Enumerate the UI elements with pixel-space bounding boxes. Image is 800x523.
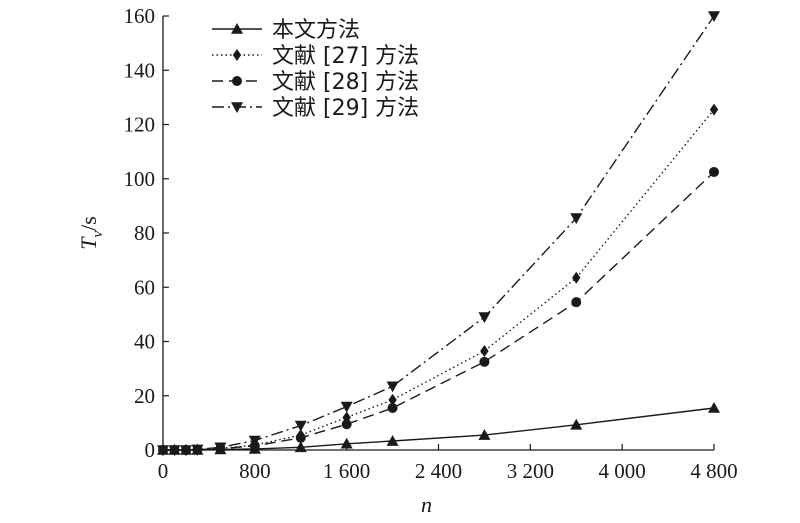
data-point bbox=[386, 435, 399, 446]
data-point bbox=[179, 445, 192, 456]
data-point bbox=[388, 393, 397, 406]
x-tick-label: 2 400 bbox=[415, 459, 462, 483]
legend-label: 文献 [27] 方法 bbox=[272, 44, 419, 69]
data-point bbox=[387, 402, 398, 413]
y-axis-title-main: T bbox=[76, 236, 101, 250]
data-point bbox=[386, 381, 399, 393]
data-point bbox=[295, 432, 306, 443]
data-point bbox=[709, 103, 719, 116]
data-point bbox=[480, 344, 489, 357]
x-tick-label: 4 800 bbox=[690, 459, 737, 483]
y-tick-label: 80 bbox=[134, 221, 155, 245]
series-2 bbox=[158, 103, 719, 456]
legend-entry: 文献 [29] 方法 bbox=[212, 96, 419, 121]
legend-label: 本文方法 bbox=[272, 18, 360, 43]
x-axis-title: n bbox=[421, 492, 432, 517]
data-point bbox=[478, 312, 491, 324]
series-line bbox=[163, 109, 715, 451]
y-axis-title-suffix: /s bbox=[76, 216, 101, 231]
data-point bbox=[572, 271, 581, 284]
legend-label: 文献 [28] 方法 bbox=[272, 70, 419, 95]
data-point bbox=[479, 356, 490, 367]
x-tick-label: 0 bbox=[158, 459, 169, 483]
data-point bbox=[570, 418, 583, 430]
data-point bbox=[570, 213, 583, 225]
data-point bbox=[708, 401, 720, 413]
data-point bbox=[157, 445, 169, 456]
data-point bbox=[294, 441, 307, 453]
y-tick-label: 60 bbox=[134, 275, 155, 299]
legend-label: 文献 [29] 方法 bbox=[272, 96, 419, 121]
y-tick-label: 140 bbox=[124, 58, 156, 82]
x-tick-label: 3 200 bbox=[507, 459, 554, 483]
data-point bbox=[340, 401, 353, 413]
y-axis-title: Tv/s bbox=[76, 216, 106, 250]
series-layer bbox=[157, 11, 720, 456]
series-line bbox=[163, 15, 715, 451]
legend-marker bbox=[232, 49, 242, 61]
x-tick-label: 800 bbox=[239, 459, 271, 483]
data-point bbox=[214, 442, 227, 454]
legend-entry: 文献 [27] 方法 bbox=[212, 44, 419, 69]
y-tick-label: 20 bbox=[134, 384, 155, 408]
data-point bbox=[248, 435, 261, 447]
y-tick-label: 100 bbox=[124, 167, 156, 191]
series-line bbox=[163, 171, 715, 451]
legend-marker bbox=[231, 23, 243, 34]
data-point bbox=[709, 166, 719, 177]
series-3 bbox=[158, 166, 719, 455]
legend-entry: 本文方法 bbox=[212, 18, 360, 43]
legend-marker bbox=[231, 102, 243, 113]
data-point bbox=[168, 445, 181, 456]
y-tick-label: 160 bbox=[124, 4, 156, 28]
data-point bbox=[191, 444, 204, 456]
y-tick-label: 0 bbox=[145, 438, 156, 462]
y-axis-title-sub: v bbox=[90, 231, 106, 238]
legend-entry: 文献 [28] 方法 bbox=[212, 70, 419, 95]
data-point bbox=[478, 429, 491, 440]
y-tick-label: 40 bbox=[134, 330, 155, 354]
series-4 bbox=[157, 11, 720, 456]
data-point bbox=[294, 420, 307, 432]
series-line bbox=[163, 407, 715, 451]
data-point bbox=[340, 437, 353, 449]
x-tick-label: 1 600 bbox=[323, 459, 370, 483]
x-tick-label: 4 000 bbox=[599, 459, 646, 483]
data-point bbox=[341, 419, 352, 430]
y-tick-label: 120 bbox=[124, 113, 156, 137]
legend-marker bbox=[232, 76, 242, 86]
data-point bbox=[571, 297, 582, 308]
data-point bbox=[708, 11, 720, 22]
